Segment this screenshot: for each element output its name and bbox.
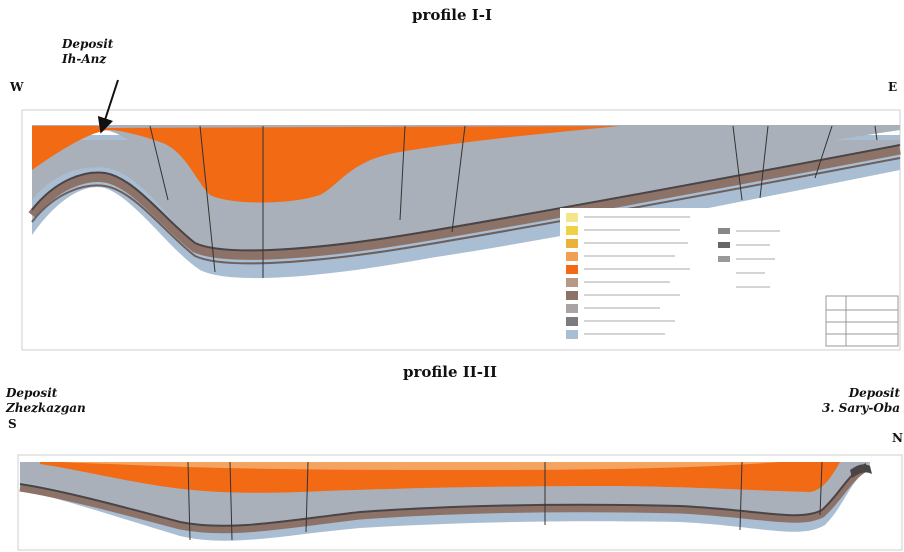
profile1-dir-left: W xyxy=(10,80,24,94)
profile2-layer-dark xyxy=(19,463,867,527)
profile2-deposit-left: Deposit Zhezkazgan xyxy=(6,386,86,416)
profile2-layer-brown xyxy=(19,464,868,534)
profile1-deposit-label: Deposit Ih-Anz xyxy=(62,37,113,67)
profile2-deposit-left-line1: Deposit xyxy=(6,386,58,400)
profile2-deposit-right-line1: Deposit xyxy=(848,386,900,400)
profile1-dir-right: E xyxy=(888,80,898,94)
profile2-faults xyxy=(187,461,823,541)
profile1-deposit-arrow xyxy=(97,79,119,134)
profile1-layer-dark xyxy=(31,144,901,252)
profile2-dir-right: N xyxy=(892,431,903,445)
profile1-layer-orange xyxy=(32,126,620,203)
profile1-legend xyxy=(560,208,810,348)
profile2-deposit-right: Deposit 3. Sary-Oba xyxy=(808,386,900,416)
profile2-dir-left: S xyxy=(8,417,17,431)
profile2-title: profile II-II xyxy=(403,363,498,381)
profile2-deposit-right-line2: 3. Sary-Oba xyxy=(821,401,900,415)
profile1-title-block xyxy=(825,295,899,347)
profile1-deposit-line1: Deposit xyxy=(62,37,114,51)
profile2-layer-orange xyxy=(40,462,840,493)
profile1-deposit-line2: Ih-Anz xyxy=(62,52,107,66)
profile1-title: profile I-I xyxy=(412,6,493,24)
profile2-deposit-left-line2: Zhezkazgan xyxy=(6,401,86,415)
profile1-faults xyxy=(149,125,878,278)
profile1-layer-brown xyxy=(28,145,901,260)
